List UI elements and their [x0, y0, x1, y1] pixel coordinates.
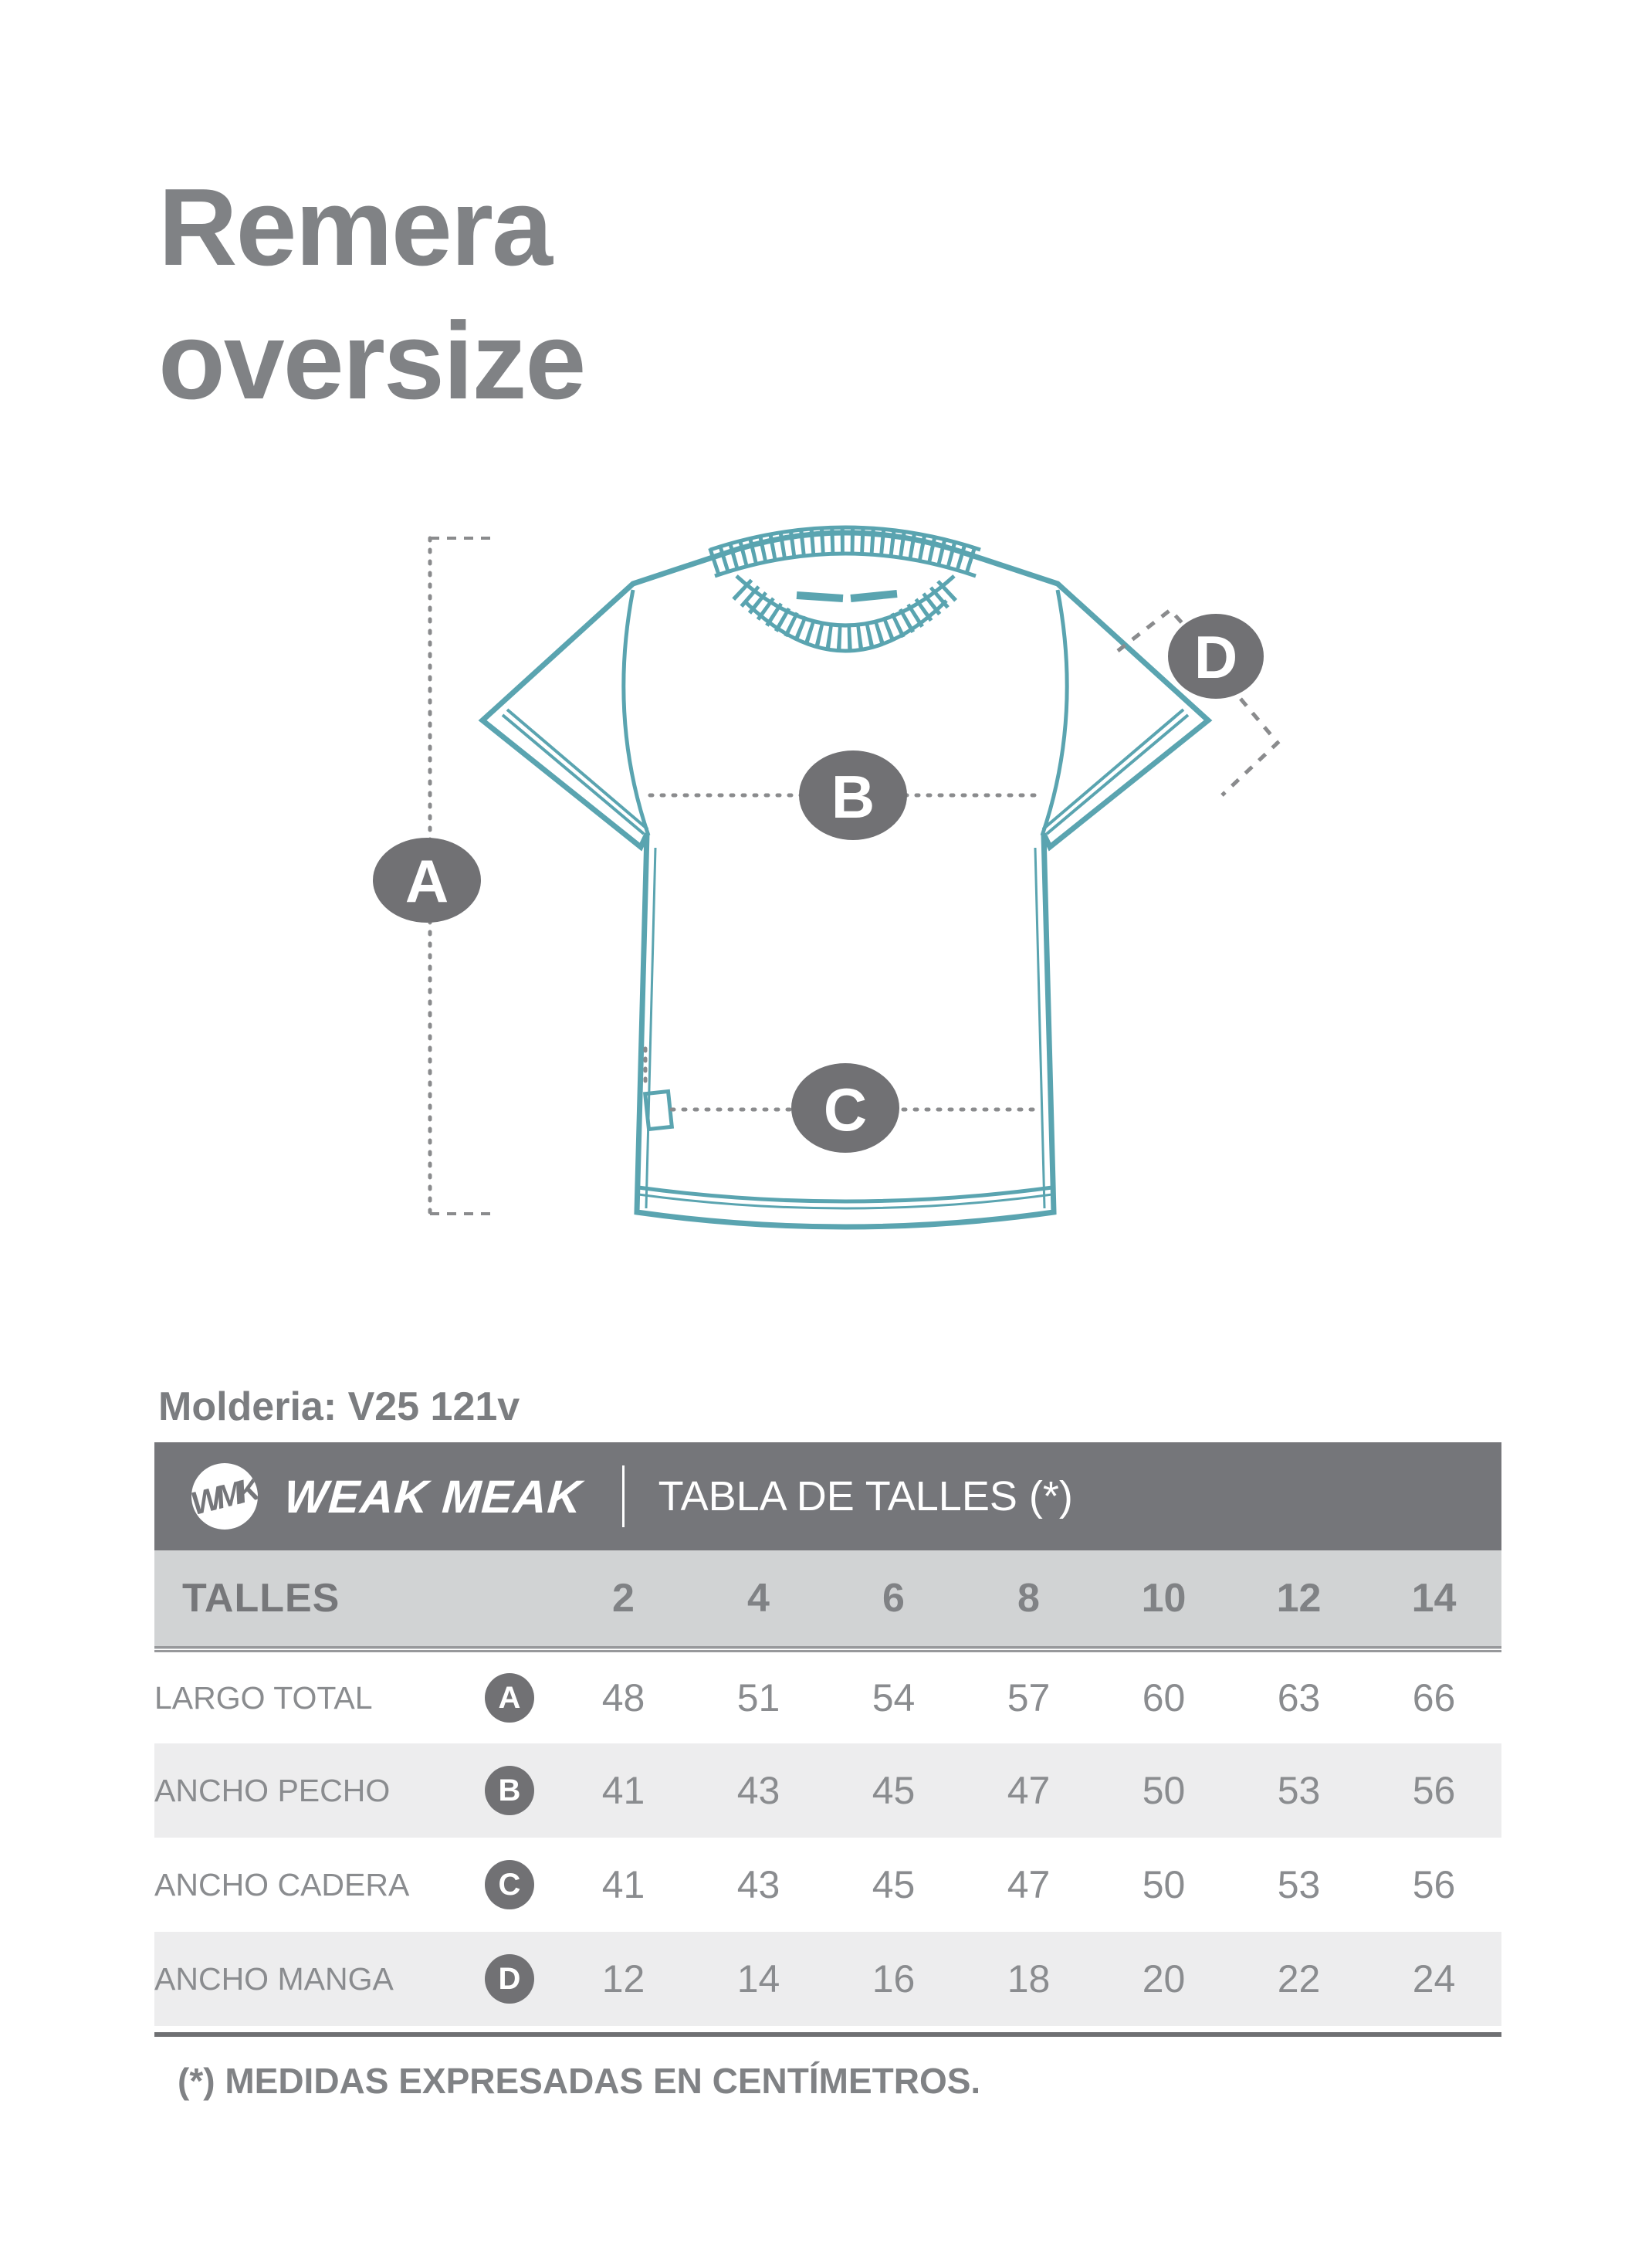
marker-d-letter: D [1194, 623, 1237, 691]
brand-monogram: WMK [191, 1471, 258, 1522]
collar-center-bar-left [796, 591, 844, 602]
size-col-10: 10 [1141, 1576, 1187, 1621]
hem-band-line2 [638, 1193, 1053, 1210]
cell-value: 57 [1007, 1676, 1051, 1719]
cell-value: 54 [872, 1676, 916, 1719]
measure-d-bracket-top [1116, 607, 1194, 652]
cell-value: 60 [1142, 1676, 1186, 1719]
size-col-12: 12 [1276, 1576, 1322, 1621]
cell-value: 22 [1277, 1957, 1321, 2001]
marker-a-letter: A [405, 847, 449, 915]
cell-value: 48 [601, 1676, 645, 1719]
page-title: Remera oversize [158, 161, 586, 428]
collar-outer-bottom-seam [714, 551, 977, 578]
cell-value: 45 [872, 1769, 916, 1812]
right-cuff-band-line2 [1041, 708, 1185, 831]
cell-value: 18 [1007, 1957, 1051, 2001]
left-side-seam [645, 847, 657, 1209]
cell-value: 56 [1412, 1863, 1456, 1906]
size-col-6: 6 [882, 1576, 905, 1621]
collar-rib-inner [732, 578, 959, 651]
tshirt-illustration: A B C D [373, 525, 1281, 1230]
cell-value: 16 [872, 1957, 916, 2001]
size-table: WMK WEAK MEAK TABLA DE TALLES (*) TALLES… [154, 1442, 1501, 2026]
tshirt-diagram: A B C D [340, 502, 1343, 1259]
row-letter-badge: D [485, 1954, 534, 2004]
cell-value: 53 [1277, 1863, 1321, 1906]
page-title-line1: Remera [158, 166, 553, 289]
measure-d-bracket-bottom [1220, 697, 1281, 797]
size-col-2: 2 [612, 1576, 635, 1621]
size-col-14: 14 [1411, 1576, 1457, 1621]
cell-value: 51 [736, 1676, 780, 1719]
row-label: ANCHO CADERA [154, 1866, 410, 1902]
cell-value: 50 [1142, 1769, 1186, 1812]
right-side-seam [1034, 847, 1046, 1209]
divider-rule [154, 2032, 1501, 2037]
row-letter-badge: C [485, 1860, 534, 1909]
sizes-header-label: TALLES [182, 1576, 340, 1621]
left-cuff-band-line1 [501, 713, 645, 835]
cell-value: 56 [1412, 1769, 1456, 1812]
footnote: (*) MEDIDAS EXPRESADAS EN CENTÍMETROS. [178, 2061, 981, 2101]
collar-center-bar-right [850, 590, 898, 602]
table-title: TABLA DE TALLES (*) [658, 1473, 1073, 1520]
page-title-line2: oversize [158, 300, 586, 423]
table-row-ancho-pecho: ANCHO PECHO B 41 43 45 47 50 53 56 [154, 1743, 1501, 1838]
row-label: LARGO TOTAL [154, 1679, 373, 1716]
marker-b: B [799, 750, 907, 840]
size-col-4: 4 [747, 1576, 770, 1621]
cell-value: 43 [736, 1769, 780, 1812]
table-header-bar: WMK WEAK MEAK TABLA DE TALLES (*) [154, 1442, 1501, 1550]
collar-inner-top-seam [735, 574, 956, 628]
header-separator [621, 1465, 625, 1527]
collar-inner-bottom-seam [743, 599, 948, 653]
table-row-ancho-manga: ANCHO MANGA D 12 14 16 18 20 22 24 [154, 1932, 1501, 2026]
cell-value: 47 [1007, 1769, 1051, 1812]
brand-logo: WMK [191, 1463, 258, 1530]
cell-value: 20 [1142, 1957, 1186, 2001]
cell-value: 12 [601, 1957, 645, 2001]
cell-value: 47 [1007, 1863, 1051, 1906]
cell-value: 43 [736, 1863, 780, 1906]
collar-rib-outer [708, 526, 983, 576]
table-row-ancho-cadera: ANCHO CADERA C 41 43 45 47 50 53 56 [154, 1838, 1501, 1932]
cell-value: 53 [1277, 1769, 1321, 1812]
sizes-table: TALLES 2 4 6 8 10 12 14 LARGO TOTAL A 48… [154, 1550, 1501, 2026]
left-armhole-seam [621, 589, 651, 836]
cell-value: 63 [1277, 1676, 1321, 1719]
right-armhole-seam [1040, 589, 1069, 836]
cell-value: 41 [601, 1863, 645, 1906]
marker-c: C [791, 1063, 899, 1153]
left-cuff-band-line2 [506, 708, 649, 831]
row-label: ANCHO PECHO [154, 1772, 391, 1808]
marker-d: D [1168, 614, 1264, 699]
marker-b-letter: B [831, 763, 875, 831]
cell-value: 45 [872, 1863, 916, 1906]
pattern-label: Molderia: V25 121v [158, 1384, 520, 1429]
brand-name: WEAK MEAK [282, 1470, 584, 1523]
marker-a: A [373, 838, 481, 923]
table-row-largo-total: LARGO TOTAL A 48 51 54 57 60 63 66 [154, 1649, 1501, 1743]
hem-band-line1 [638, 1185, 1053, 1204]
cell-value: 66 [1412, 1676, 1456, 1719]
row-letter-badge: A [485, 1673, 534, 1723]
cell-value: 24 [1412, 1957, 1456, 2001]
cell-value: 41 [601, 1769, 645, 1812]
size-col-8: 8 [1017, 1576, 1040, 1621]
marker-c-letter: C [824, 1076, 867, 1143]
sizes-header-row: TALLES 2 4 6 8 10 12 14 [154, 1550, 1501, 1649]
row-label: ANCHO MANGA [154, 1960, 394, 1997]
cell-value: 14 [736, 1957, 780, 2001]
collar-outer-top-seam [709, 525, 981, 552]
row-letter-badge: B [485, 1766, 534, 1815]
cell-value: 50 [1142, 1863, 1186, 1906]
right-cuff-band-line1 [1045, 713, 1190, 835]
